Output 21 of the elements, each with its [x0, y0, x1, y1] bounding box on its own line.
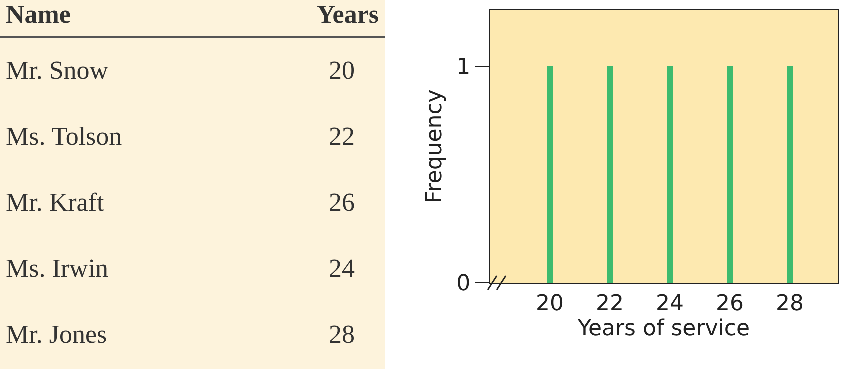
x-tick-label: 24 — [656, 291, 684, 316]
category-label: Ms. Tolson — [5, 121, 124, 153]
data-label: 24 — [328, 253, 356, 285]
y-tick-label: 0 — [456, 272, 471, 297]
category-label: Mr. Snow — [5, 55, 110, 87]
x-tick-label: 26 — [716, 291, 744, 316]
category-label: Ms. Irwin — [5, 253, 110, 285]
x-tick-label: 20 — [536, 291, 564, 316]
x-tick-label: 28 — [776, 291, 804, 316]
data-label: 22 — [328, 121, 356, 153]
x-tick-label: 22 — [596, 291, 624, 316]
x-axis-title: Years of service — [576, 316, 750, 342]
data-label: 20 — [328, 55, 356, 87]
data-label: 28 — [328, 319, 356, 351]
y-axis-title: Frequency — [422, 90, 448, 204]
y-tick-label: 1 — [456, 55, 471, 80]
category-label: Mr. Kraft — [5, 187, 106, 219]
text: Name — [0, 0, 244, 37]
category-label: Mr. Jones — [5, 319, 108, 351]
data-label: 26 — [328, 187, 356, 219]
text: Years — [244, 0, 385, 37]
